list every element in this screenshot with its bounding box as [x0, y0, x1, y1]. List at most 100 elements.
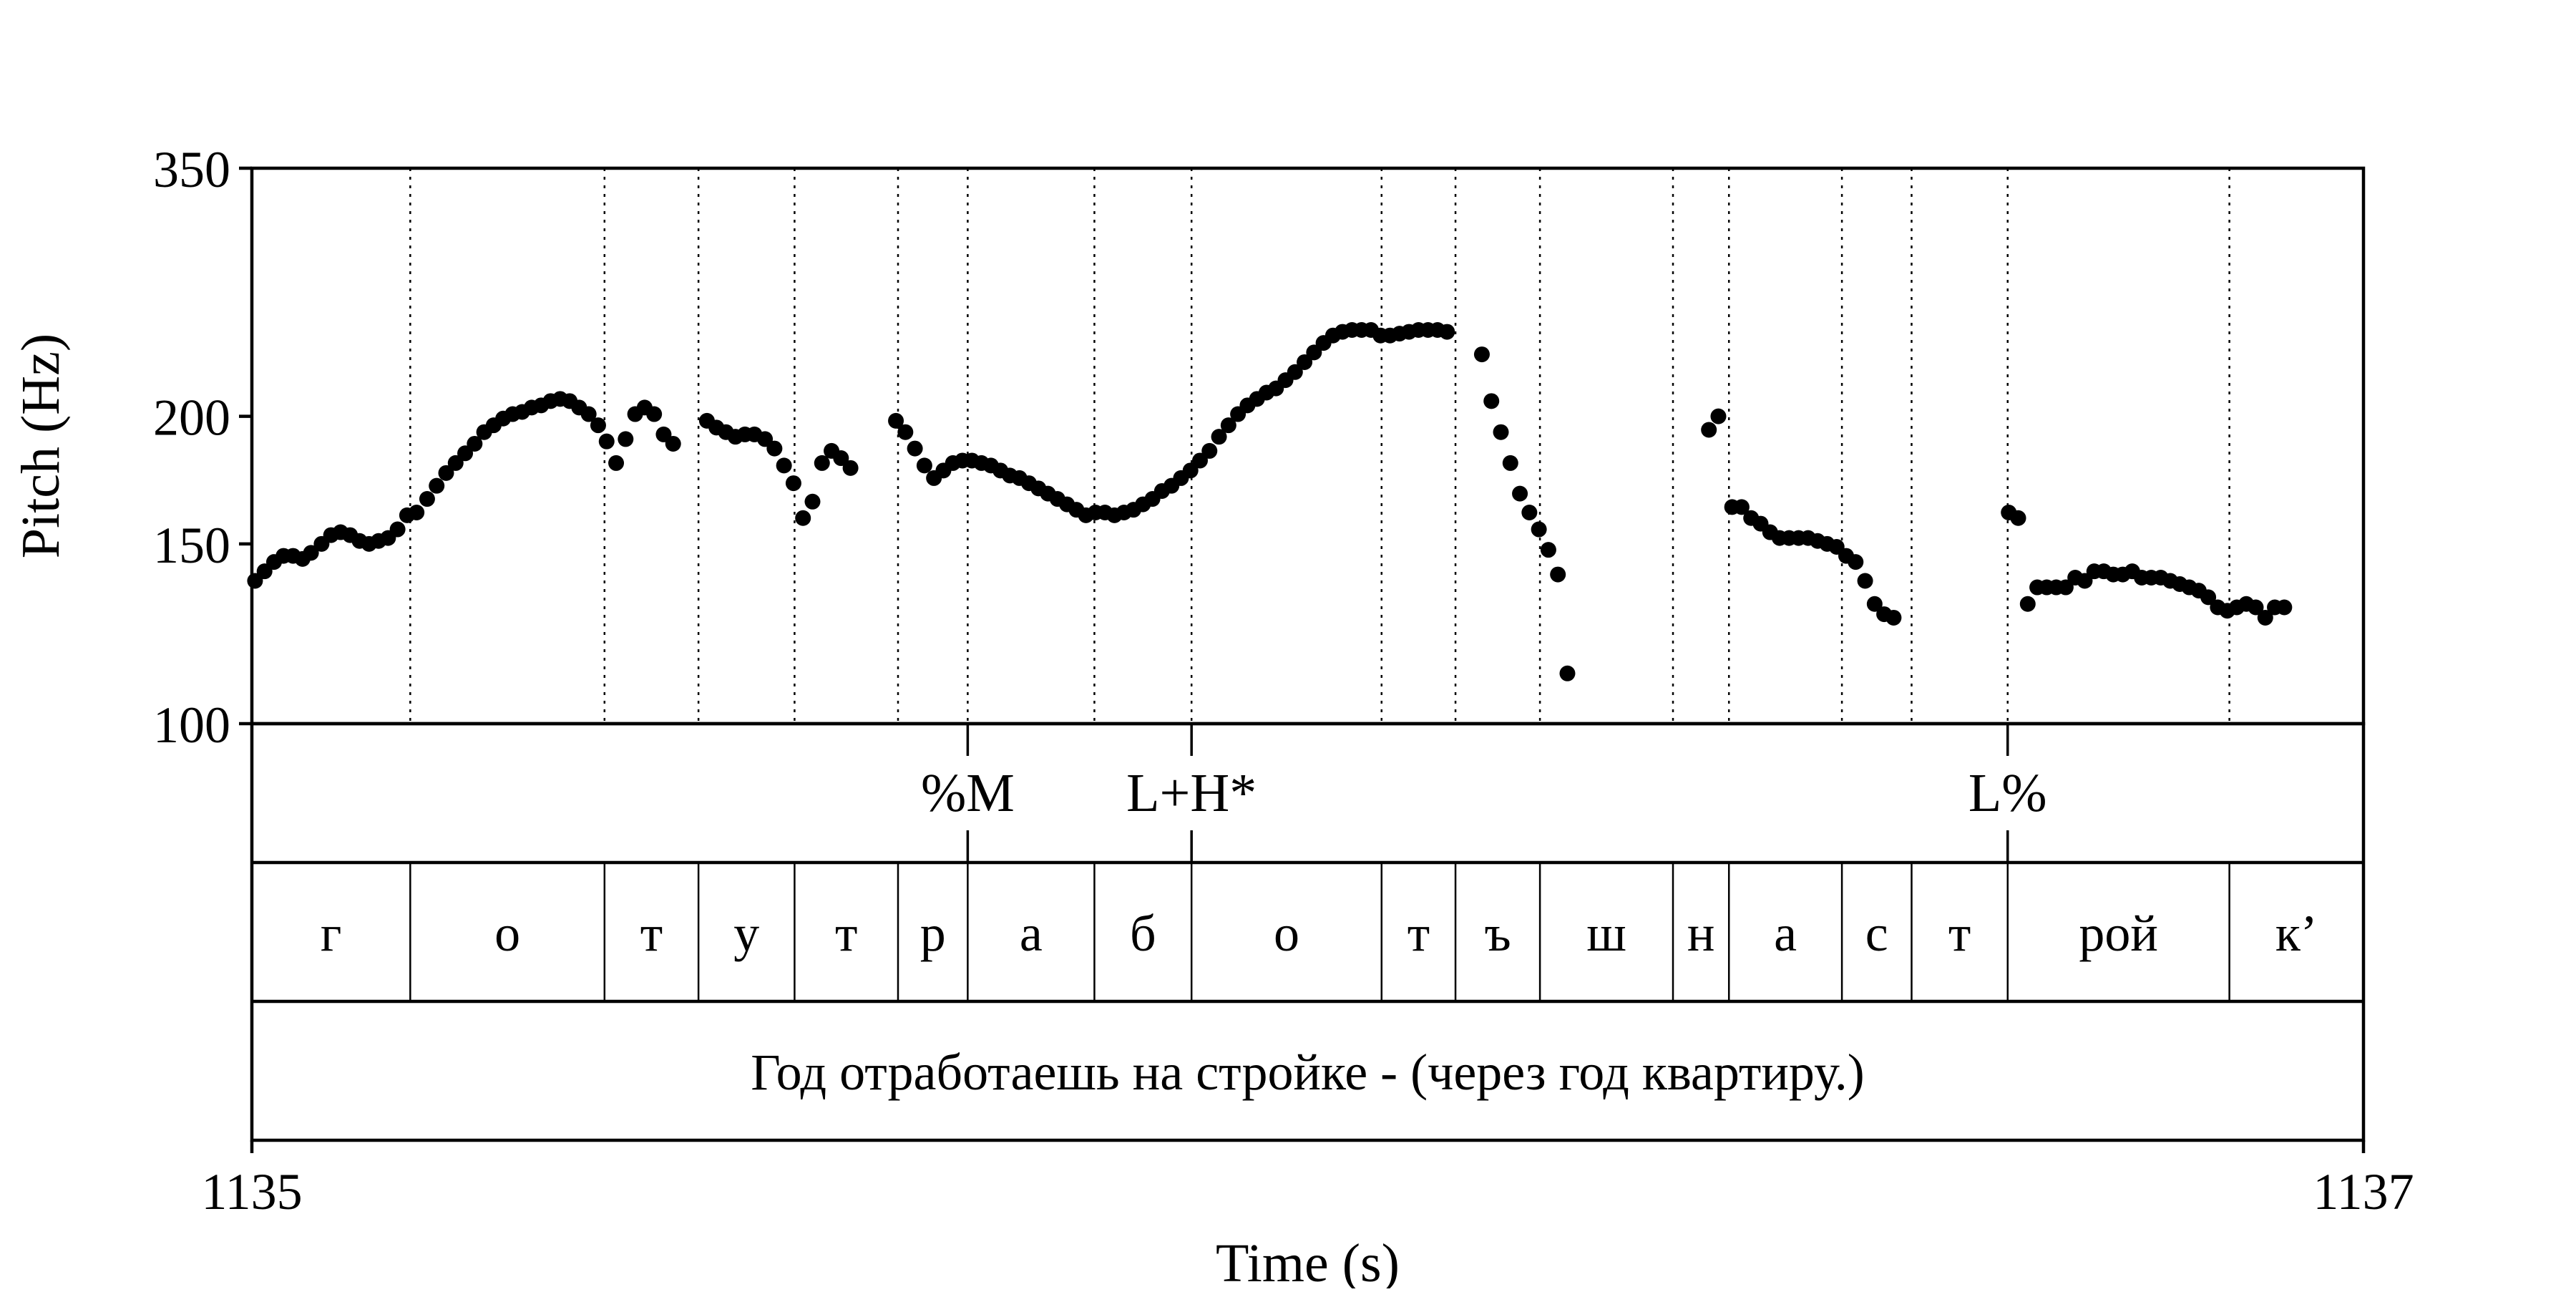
y-axis-label: Pitch (Hz)	[11, 334, 71, 558]
pitch-point-95	[1211, 429, 1227, 445]
pitch-point-129	[1559, 665, 1576, 681]
pitch-point-0	[247, 573, 263, 589]
segment-label-10: ъ	[1484, 905, 1511, 962]
segment-label-15: т	[1948, 905, 1971, 962]
pitch-point-149	[1885, 609, 1902, 626]
pitch-point-22	[457, 445, 474, 462]
pitch-point-126	[1531, 521, 1547, 538]
segment-label-14: с	[1865, 905, 1888, 962]
pitch-point-55	[795, 510, 811, 526]
pitch-point-52	[766, 440, 783, 457]
pitch-point-156	[2057, 579, 2074, 596]
pitch-point-119	[1439, 324, 1455, 340]
pitch-point-127	[1540, 542, 1556, 558]
pitch-point-6	[303, 545, 319, 561]
pitch-point-92	[1182, 462, 1199, 479]
pitch-point-151	[2010, 510, 2026, 526]
segment-label-3: у	[733, 905, 759, 962]
pitch-point-179	[2276, 599, 2293, 616]
pitch-point-133	[1733, 499, 1750, 515]
pitch-point-152	[2019, 596, 2036, 612]
pitch-point-60	[842, 460, 859, 476]
pitch-point-21	[447, 455, 464, 471]
segment-label-2: т	[640, 905, 663, 962]
pitch-point-120	[1473, 346, 1490, 363]
pitch-point-62	[897, 424, 914, 440]
tone-label-2: L%	[1968, 763, 2047, 823]
pitch-points	[247, 322, 2293, 681]
chart-labels: 100 150 200 350 1135 1137 Time (s) Pitch (Hz) %M…	[11, 141, 2414, 1292]
x-tick-label-0: 1135	[201, 1163, 302, 1220]
pitch-point-121	[1483, 393, 1500, 409]
pitch-point-96	[1220, 417, 1236, 434]
segment-label-16: рой	[2079, 905, 2158, 962]
chart-frame	[239, 166, 2366, 1153]
pitch-point-123	[1502, 455, 1518, 471]
segment-label-0: г	[321, 905, 342, 962]
tone-label-0: %M	[921, 763, 1015, 823]
pitch-point-42	[646, 406, 663, 422]
tone-label-1: L+H*	[1126, 763, 1257, 823]
pitch-point-158	[2077, 573, 2093, 589]
x-axis-label: Time (s)	[1216, 1233, 1400, 1288]
pitch-point-145	[1848, 554, 1864, 570]
pitch-point-20	[438, 465, 454, 481]
pitch-point-64	[916, 457, 932, 474]
pitch-point-131	[1710, 408, 1727, 424]
pitch-point-122	[1493, 424, 1509, 440]
segment-label-13: а	[1774, 905, 1797, 962]
pitch-point-44	[665, 435, 681, 452]
pitch-point-130	[1701, 422, 1717, 438]
pitch-point-18	[419, 491, 435, 507]
tier-panel-frame	[250, 722, 2366, 1142]
pitch-point-35	[580, 406, 597, 422]
y-tick-label-350: 350	[153, 141, 230, 198]
segment-label-4: т	[835, 905, 857, 962]
pitch-point-171	[2200, 589, 2217, 606]
x-tick-label-1: 1137	[2313, 1163, 2414, 1220]
pitch-point-23	[467, 435, 483, 452]
pitch-point-17	[409, 505, 425, 521]
y-tick-label-100: 100	[153, 696, 230, 754]
segment-label-1: о	[494, 905, 520, 962]
pitch-point-36	[590, 417, 606, 434]
pitch-point-176	[2248, 599, 2264, 616]
pitch-point-57	[814, 455, 830, 471]
segment-label-9: т	[1407, 905, 1430, 962]
pitch-point-146	[1857, 573, 1873, 589]
segment-label-17: к’	[2275, 905, 2318, 962]
segment-label-11: ш	[1586, 905, 1626, 962]
pitch-point-103	[1287, 364, 1303, 380]
sentence-label: Год отработаешь на стройке - (через год …	[751, 1044, 1864, 1101]
pitch-point-147	[1866, 596, 1883, 612]
pitch-point-104	[1297, 354, 1313, 370]
segment-label-7: б	[1130, 905, 1156, 962]
pitch-point-61	[888, 412, 904, 429]
pitch-point-56	[804, 493, 821, 510]
pitch-point-94	[1201, 442, 1218, 459]
pitch-panel-frame	[250, 166, 2366, 726]
pitch-point-128	[1550, 566, 1566, 583]
segment-boundary-lines	[409, 168, 2230, 724]
pitch-point-39	[618, 431, 634, 447]
segment-label-12: н	[1687, 905, 1715, 962]
pitch-point-53	[776, 457, 792, 474]
segment-label-6: а	[1020, 905, 1043, 962]
segment-label-5: р	[920, 905, 946, 962]
pitch-point-15	[389, 521, 406, 538]
pitch-point-38	[608, 455, 625, 471]
pitch-point-125	[1521, 505, 1538, 521]
pitch-point-63	[907, 440, 923, 457]
pitch-point-124	[1512, 485, 1528, 502]
segment-label-8: о	[1274, 905, 1299, 962]
pitch-point-37	[598, 433, 615, 450]
y-tick-label-200: 200	[153, 389, 230, 447]
y-tick-label-150: 150	[153, 517, 230, 574]
pitch-point-59	[833, 450, 849, 467]
pitch-point-93	[1191, 452, 1208, 469]
pitch-point-54	[785, 475, 801, 492]
pitch-point-177	[2257, 609, 2273, 626]
pitch-point-19	[429, 477, 445, 494]
